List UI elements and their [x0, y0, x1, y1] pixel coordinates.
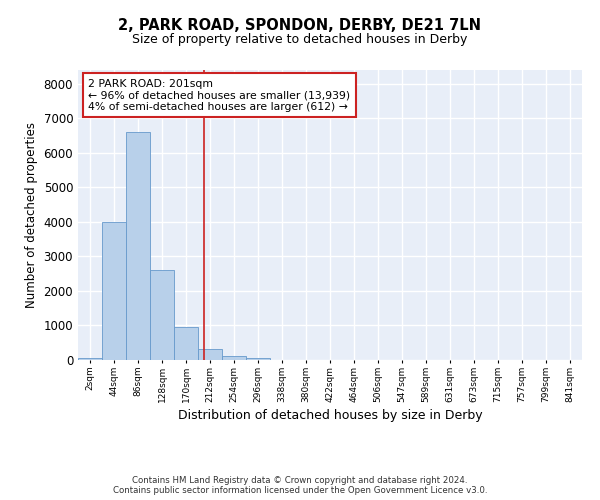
Bar — [198, 348, 222, 360]
Text: Size of property relative to detached houses in Derby: Size of property relative to detached ho… — [133, 32, 467, 46]
Bar — [150, 270, 174, 360]
Y-axis label: Number of detached properties: Number of detached properties — [25, 122, 38, 308]
X-axis label: Distribution of detached houses by size in Derby: Distribution of detached houses by size … — [178, 409, 482, 422]
Text: Contains HM Land Registry data © Crown copyright and database right 2024.
Contai: Contains HM Land Registry data © Crown c… — [113, 476, 487, 495]
Bar — [174, 327, 198, 360]
Text: 2, PARK ROAD, SPONDON, DERBY, DE21 7LN: 2, PARK ROAD, SPONDON, DERBY, DE21 7LN — [119, 18, 482, 32]
Bar — [78, 358, 102, 360]
Bar — [222, 356, 246, 360]
Bar — [246, 358, 270, 360]
Text: 2 PARK ROAD: 201sqm
← 96% of detached houses are smaller (13,939)
4% of semi-det: 2 PARK ROAD: 201sqm ← 96% of detached ho… — [88, 78, 350, 112]
Bar — [126, 132, 150, 360]
Bar — [102, 222, 126, 360]
